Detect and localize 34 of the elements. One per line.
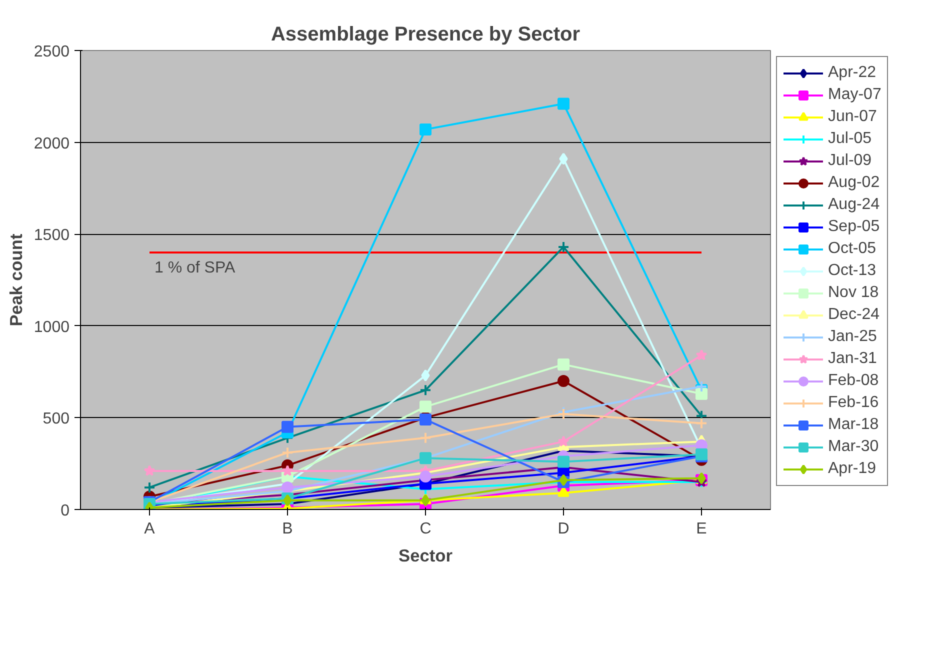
legend-label: Apr-22 [828,64,876,82]
legend-label: Jan-31 [828,350,877,368]
x-tick-label: A [144,520,156,538]
legend-label: Jun-07 [828,108,877,126]
y-tick-label: 1500 [34,227,70,244]
x-axis-title: Sector [398,546,453,566]
y-tick-label: 500 [42,410,70,428]
chart-title: Assemblage Presence by Sector [270,24,580,46]
legend-label: Oct-05 [828,240,876,258]
legend-label: Oct-13 [828,262,876,280]
y-tick-label: 2500 [34,44,70,60]
legend-label: Nov 18 [828,284,879,302]
x-tick-label: E [696,520,707,538]
x-tick-label: B [282,520,293,538]
legend-label: Feb-08 [828,372,879,390]
legend-label: Jan-25 [828,328,877,346]
legend-label: Aug-02 [828,174,880,192]
legend-label: May-07 [828,86,882,104]
legend-label: Aug-24 [828,196,880,214]
legend-label: Sep-05 [828,218,880,236]
y-tick-label: 1000 [34,318,70,336]
y-tick-label: 0 [60,502,70,520]
x-tick-label: D [558,520,570,538]
legend-label: Mar-18 [828,416,879,434]
legend-label: Feb-16 [828,394,879,412]
legend-label: Mar-30 [828,438,879,456]
legend-label: Jul-05 [828,130,872,148]
y-axis-title: Peak count [6,234,26,326]
legend-label: Jul-09 [828,152,872,170]
y-tick-label: 2000 [34,135,70,152]
legend-label: Dec-24 [828,306,880,324]
ref-line-label: 1 % of SPA [154,259,236,276]
legend-label: Apr-19 [828,460,876,478]
x-tick-label: C [420,520,432,538]
